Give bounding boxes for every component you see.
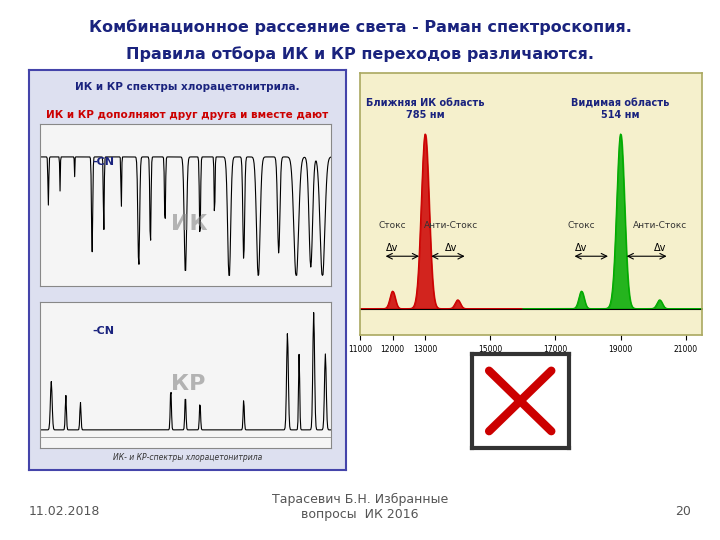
Text: Комбинационное рассеяние света - Раман спектроскопия.: Комбинационное рассеяние света - Раман с… [89,19,631,35]
Text: Видимая область
514 нм: Видимая область 514 нм [572,98,670,120]
Text: КР: КР [171,374,205,394]
Text: ИК: ИК [171,213,207,233]
Text: Анти-Стокс: Анти-Стокс [424,221,478,230]
Text: Δv: Δv [575,243,588,253]
Text: Тарасевич Б.Н. Избранные
вопросы  ИК 2016: Тарасевич Б.Н. Избранные вопросы ИК 2016 [272,493,448,521]
Text: Ближняя ИК область
785 нм: Ближняя ИК область 785 нм [366,98,485,120]
Text: 20: 20 [675,505,691,518]
Text: Стокс: Стокс [379,221,406,230]
Text: Δv: Δv [445,243,457,253]
Text: ИК- и КР-спектры хлорацетонитрила: ИК- и КР-спектры хлорацетонитрила [112,453,262,462]
Text: Δv: Δv [654,243,666,253]
Text: ИК и КР спектры хлорацетонитрила.: ИК и КР спектры хлорацетонитрила. [75,82,300,92]
Text: Стокс: Стокс [567,221,595,230]
Text: -CN: -CN [92,327,114,336]
Text: Правила отбора ИК и КР переходов различаются.: Правила отбора ИК и КР переходов различа… [126,46,594,62]
X-axis label: v, см⁻¹: v, см⁻¹ [512,356,550,366]
Text: ИК и КР дополняют друг друга и вместе дают: ИК и КР дополняют друг друга и вместе да… [46,110,328,120]
Text: Анти-Стокс: Анти-Стокс [633,221,687,230]
Text: -CN: -CN [92,157,114,167]
Text: 11.02.2018: 11.02.2018 [29,505,100,518]
Text: полную картину колебаний.: полную картину колебаний. [102,138,273,149]
Text: Δv: Δv [387,243,399,253]
